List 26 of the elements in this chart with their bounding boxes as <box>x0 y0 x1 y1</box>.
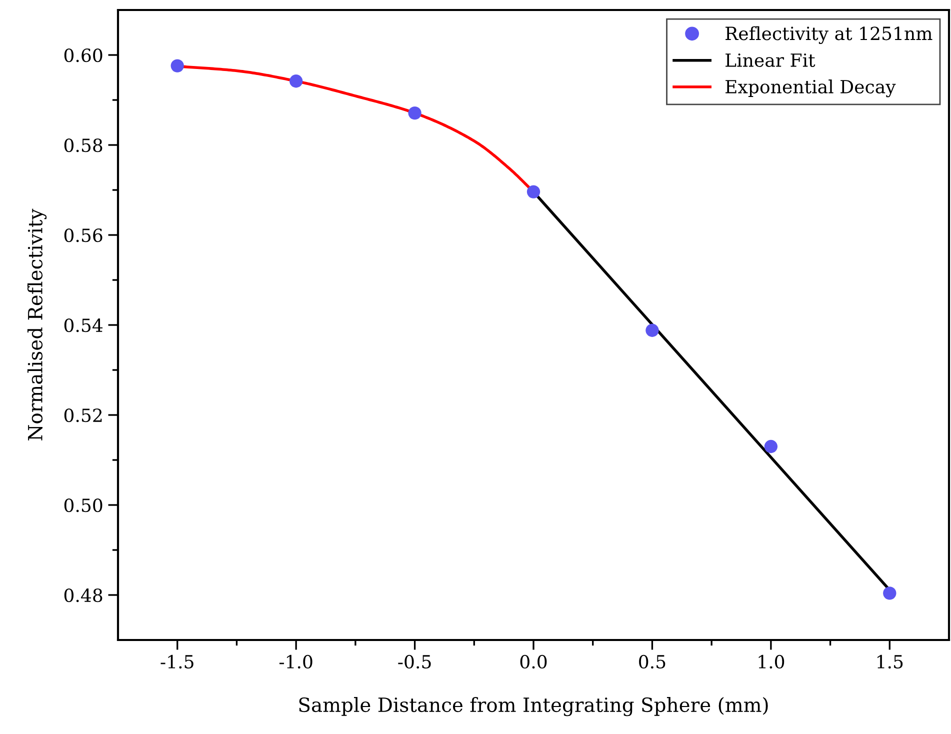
y-axis-title: Normalised Reflectivity <box>27 208 47 440</box>
x-tick-label: -0.5 <box>398 654 431 669</box>
legend-label: Exponential Decay <box>726 80 896 98</box>
point <box>289 74 303 88</box>
x-axis-title: Sample Distance from Integrating Sphere (mm) <box>299 697 768 716</box>
x-tick-label: 0.5 <box>639 654 666 669</box>
point <box>883 586 896 600</box>
legend-label: Reflectivity at 1251nm <box>726 26 932 44</box>
point <box>170 59 184 72</box>
text: 0.50 <box>64 498 102 512</box>
point <box>646 324 659 337</box>
point <box>526 185 540 198</box>
y-tick-label: 0.58 <box>64 138 102 152</box>
y-tick-label: 0.52 <box>64 408 102 422</box>
point <box>764 440 778 454</box>
text: 0.60 <box>64 48 102 62</box>
x-tick-label: 0.0 <box>520 654 547 669</box>
x-tick-label: -1.0 <box>279 654 312 669</box>
point <box>408 106 422 120</box>
x-tick-label: -1.5 <box>160 654 194 669</box>
x-tick-label: 1.5 <box>877 654 903 669</box>
legend-label: Linear Fit <box>726 53 816 67</box>
y-tick-label: 0.48 <box>64 588 102 602</box>
y-tick-label: 0.56 <box>64 228 102 242</box>
x-tick-label: 1.0 <box>758 654 784 669</box>
y-tick-label: 0.54 <box>64 318 103 332</box>
